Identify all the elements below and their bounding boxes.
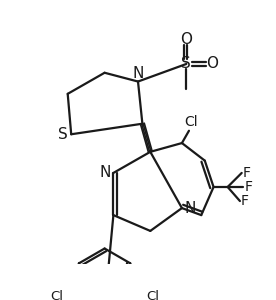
Text: N: N bbox=[100, 165, 111, 180]
Text: F: F bbox=[243, 166, 251, 180]
Text: F: F bbox=[245, 180, 253, 194]
Text: S: S bbox=[181, 56, 191, 71]
Text: Cl: Cl bbox=[146, 290, 159, 300]
Text: O: O bbox=[206, 56, 218, 71]
Text: Cl: Cl bbox=[184, 115, 198, 129]
Text: O: O bbox=[180, 32, 192, 47]
Text: F: F bbox=[240, 194, 248, 208]
Text: S: S bbox=[58, 127, 67, 142]
Text: Cl: Cl bbox=[50, 290, 63, 300]
Text: N: N bbox=[132, 66, 144, 81]
Text: N: N bbox=[184, 202, 195, 217]
